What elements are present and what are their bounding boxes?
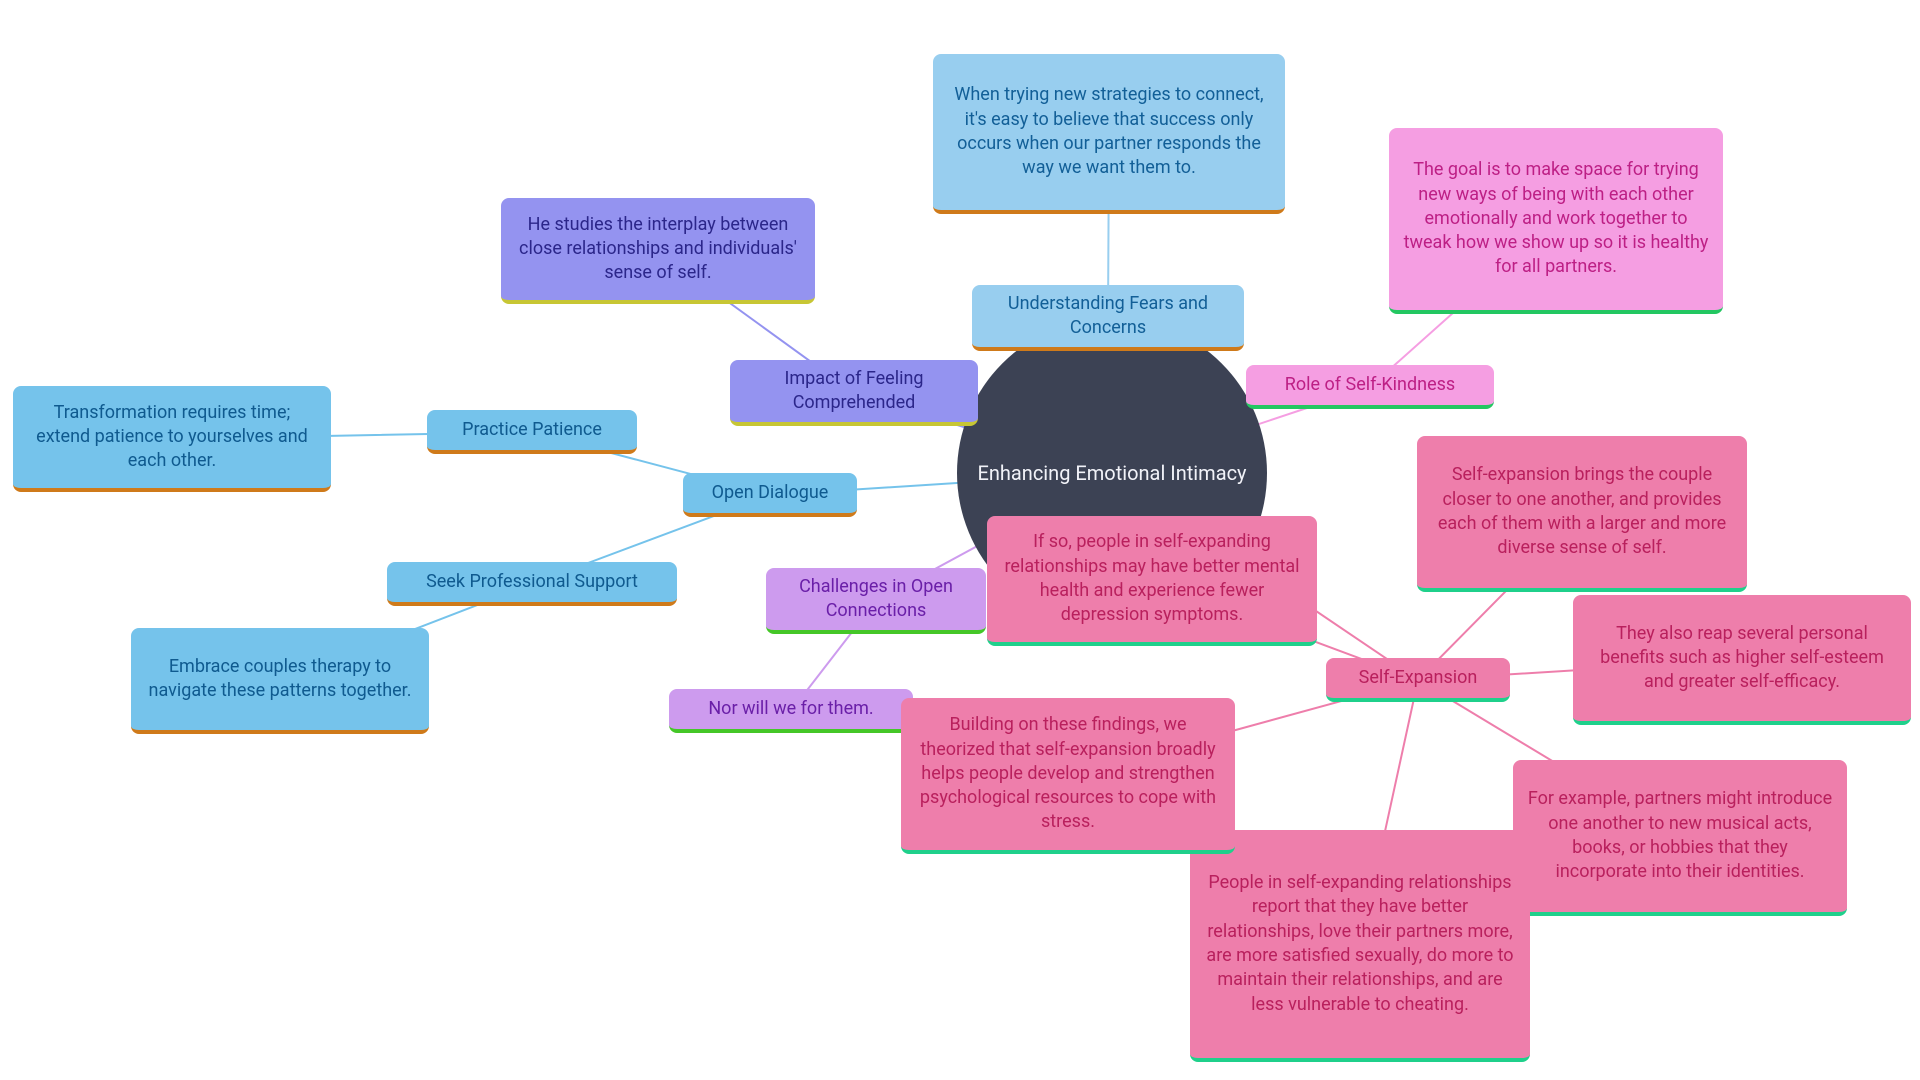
- mindmap-node: Impact of Feeling Comprehended: [730, 360, 978, 426]
- mindmap-node: Seek Professional Support: [387, 562, 677, 606]
- mindmap-node: Transformation requires time; extend pat…: [13, 386, 331, 492]
- mindmap-node: Self-Expansion: [1326, 658, 1510, 702]
- mindmap-node: He studies the interplay between close r…: [501, 198, 815, 304]
- mindmap-node: Open Dialogue: [683, 473, 857, 517]
- mindmap-canvas: Enhancing Emotional Intimacy Understandin…: [0, 0, 1920, 1080]
- mindmap-node: People in self-expanding relationships r…: [1190, 830, 1530, 1062]
- mindmap-node: Challenges in Open Connections: [766, 568, 986, 634]
- mindmap-node: For example, partners might introduce on…: [1513, 760, 1847, 916]
- mindmap-node: They also reap several personal benefits…: [1573, 595, 1911, 725]
- center-node-label: Enhancing Emotional Intimacy: [977, 461, 1246, 485]
- mindmap-node: Nor will we for them.: [669, 689, 913, 733]
- mindmap-node: Building on these findings, we theorized…: [901, 698, 1235, 854]
- mindmap-node: Embrace couples therapy to navigate thes…: [131, 628, 429, 734]
- mindmap-node: Role of Self-Kindness: [1246, 365, 1494, 409]
- mindmap-node: The goal is to make space for trying new…: [1389, 128, 1723, 314]
- mindmap-node: If so, people in self-expanding relation…: [987, 516, 1317, 646]
- mindmap-node: Understanding Fears and Concerns: [972, 285, 1244, 351]
- mindmap-node: Self-expansion brings the couple closer …: [1417, 436, 1747, 592]
- mindmap-node: When trying new strategies to connect, i…: [933, 54, 1285, 214]
- mindmap-node: Practice Patience: [427, 410, 637, 454]
